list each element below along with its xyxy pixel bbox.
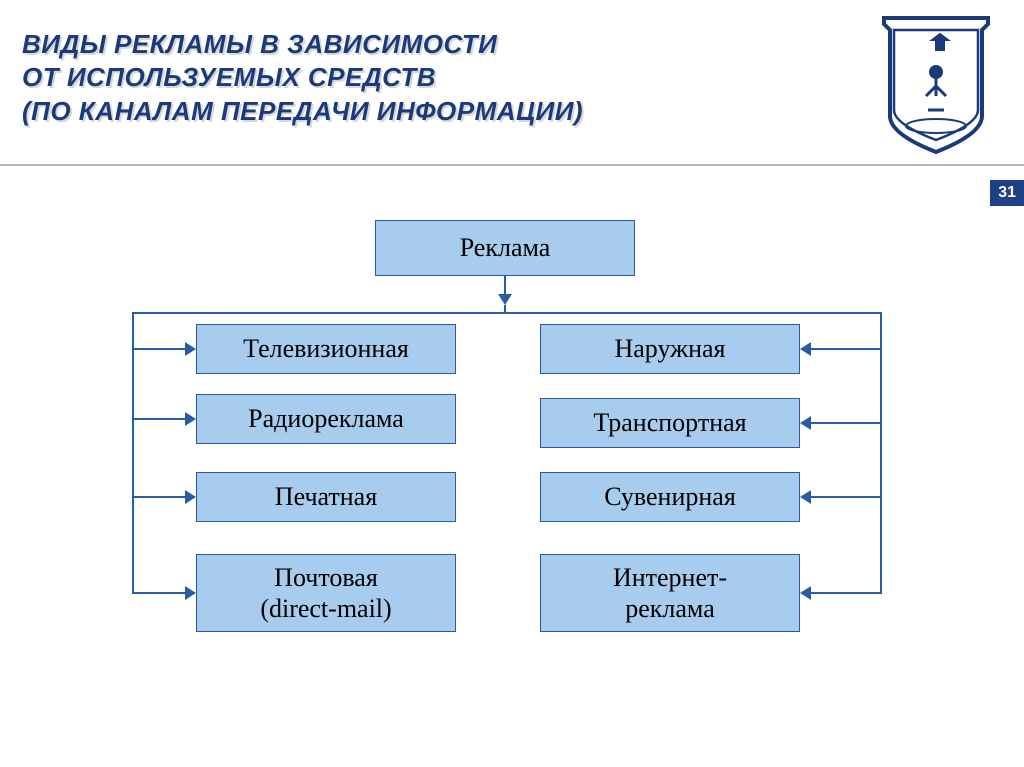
arrow-head-icon <box>800 416 811 430</box>
node-right-0: Наружная <box>540 324 800 374</box>
connector <box>132 418 185 420</box>
advert-types-diagram: Реклама Телевизионная Радиореклама Печатная… <box>0 200 1024 720</box>
connector <box>504 305 506 312</box>
slide-header: ВИДЫ РЕКЛАМЫ В ЗАВИСИМОСТИОТ ИСПОЛЬЗУЕМЫ… <box>0 0 1024 146</box>
arrow-head-icon <box>185 412 196 426</box>
connector <box>811 348 882 350</box>
arrow-head-icon <box>498 294 512 305</box>
crest-icon <box>876 14 996 154</box>
arrow-head-icon <box>800 586 811 600</box>
node-left-1: Радиореклама <box>196 394 456 444</box>
connector <box>880 312 882 594</box>
arrow-head-icon <box>185 490 196 504</box>
header-divider <box>0 164 1024 166</box>
connector <box>132 312 882 314</box>
node-left-3: Почтовая(direct-mail) <box>196 554 456 632</box>
node-left-2: Печатная <box>196 472 456 522</box>
node-right-1: Транспортная <box>540 398 800 448</box>
connector <box>504 276 506 294</box>
node-root: Реклама <box>375 220 635 276</box>
connector <box>132 312 134 594</box>
arrow-head-icon <box>185 342 196 356</box>
connector <box>811 592 882 594</box>
slide-title: ВИДЫ РЕКЛАМЫ В ЗАВИСИМОСТИОТ ИСПОЛЬЗУЕМЫ… <box>22 28 844 128</box>
connector <box>132 592 185 594</box>
connector <box>132 348 185 350</box>
arrow-head-icon <box>800 342 811 356</box>
node-right-2: Сувенирная <box>540 472 800 522</box>
arrow-head-icon <box>800 490 811 504</box>
node-right-3: Интернет-реклама <box>540 554 800 632</box>
node-left-0: Телевизионная <box>196 324 456 374</box>
connector <box>811 496 882 498</box>
connector <box>811 422 882 424</box>
connector <box>132 496 185 498</box>
arrow-head-icon <box>185 586 196 600</box>
